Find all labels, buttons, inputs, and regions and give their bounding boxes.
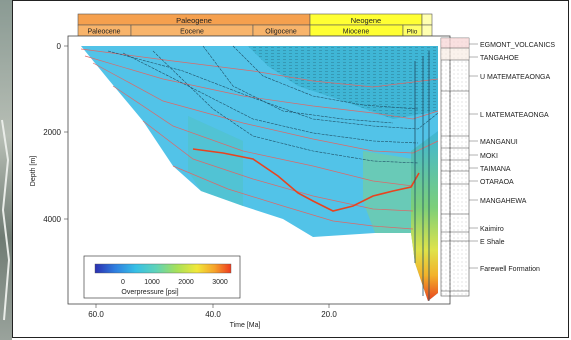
x-axis: 60.0 40.0 20.0 Time [Ma] [88,304,337,329]
formation-label-kaimiro: Kaimiro [480,226,504,233]
y-tick-0: 0 [57,42,62,51]
epoch-pleistocene-bar [421,24,433,37]
vertical-fault-lines [414,51,430,301]
legend-tick-3000: 3000 [212,279,228,286]
legend-tick-1000: 1000 [144,279,160,286]
legend-title: Overpressure [psi] [121,289,178,296]
formation-label-e-shale: E Shale [480,239,505,246]
y-tick-2000: 2000 [43,128,61,137]
epoch-label-eocene: Eocene [180,29,204,36]
background-photo-strip [0,0,12,340]
burial-history-plot: Paleogene Neogene Paleocene Eocene Oligo… [30,13,555,329]
formation-label-tangahoe: TANGAHOE [480,55,519,62]
basin-fill [81,46,438,301]
period-label-paleogene: Paleogene [176,16,212,25]
overpressure-max-line [192,148,420,212]
y-axis-label: Depth [m] [30,156,37,186]
formation-label-moki: MOKI [480,153,498,160]
green-shade-lower-left [188,116,243,206]
y-tick-4000: 4000 [43,215,61,224]
epoch-label-oligocene: Oligocene [265,29,297,36]
legend-tick-0: 0 [121,279,125,286]
right-high-pressure-zone [411,131,438,301]
overpressure-legend: 0 1000 2000 3000 Overpressure [psi] [83,255,241,299]
formation-label-otaraoa: OTARAOA [480,179,514,186]
x-axis-label: Time [Ma] [230,322,261,329]
formation-label-farewell: Farewell Formation [480,266,540,273]
period-label-neogene: Neogene [351,16,381,25]
burial-history-basin [80,45,439,301]
x-tick-60: 60.0 [88,310,104,319]
epoch-label-miocene: Miocene [343,29,370,36]
epoch-label-plio: Plio [407,29,418,36]
formation-label-mangahewa: MANGAHEWA [480,198,527,205]
x-tick-20: 20.0 [321,310,337,319]
formation-label-u-matemateaonga: U MATEMATEAONGA [480,74,550,81]
formation-label-manganui: MANGANUI [480,139,518,146]
formation-label-taimana: TAIMANA [480,166,511,173]
isobar-lines [80,48,439,230]
horizon-lines [107,45,439,164]
geologic-timescale-header: Paleogene Neogene Paleocene Eocene Oligo… [77,13,433,37]
stratigraphic-column: EGMONT_VOLCANICS TANGAHOE U MATEMATEAONG… [440,37,555,297]
x-tick-40: 40.0 [205,310,221,319]
y-axis: Depth [m] 0 2000 4000 [30,42,68,224]
period-quaternary-bar [421,13,433,26]
formation-label-egmont-volcanics: EGMONT_VOLCANICS [480,42,555,49]
legend-box [83,255,241,299]
column-body [440,37,470,297]
formation-label-l-matemateaonga: L MATEMATEAONGA [480,112,549,119]
epoch-label-paleocene: Paleocene [87,29,120,36]
burial-history-panel: Paleogene Neogene Paleocene Eocene Oligo… [12,0,569,338]
legend-tick-2000: 2000 [178,279,194,286]
hatched-upper-layers [248,46,438,119]
legend-colorbar [94,263,232,274]
